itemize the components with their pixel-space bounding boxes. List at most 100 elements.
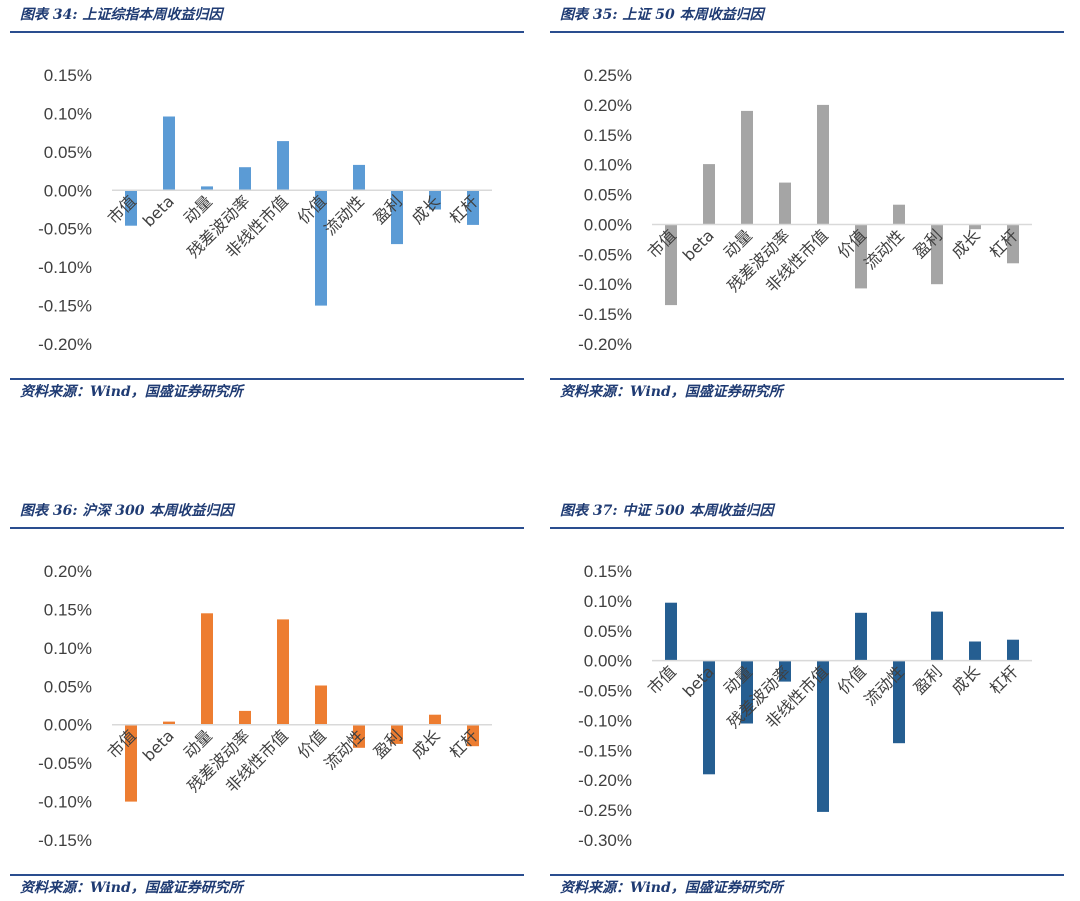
source-divider — [550, 874, 1064, 876]
title-divider — [550, 31, 1064, 33]
y-tick-label: -0.15% — [38, 831, 92, 850]
bar — [969, 224, 981, 230]
y-tick-label: 0.00% — [44, 181, 92, 200]
bar-chart: 0.15% 0.10% 0.05% 0.00% -0.05% -0.10% -0.15% -0… — [578, 562, 1032, 850]
y-tick-label: 0.15% — [584, 126, 632, 145]
chart-panel-34: 图表 34: 上证综指本周收益归因 0.15% 0.10% 0.05% 0.00% -0… — [0, 0, 524, 400]
title-divider — [10, 527, 524, 529]
x-category-label: 成长 — [948, 662, 984, 698]
bar — [931, 611, 943, 661]
title-divider — [550, 527, 1064, 529]
y-tick-label: 0.10% — [44, 104, 92, 123]
y-tick-label: -0.10% — [578, 275, 632, 294]
y-tick-label: -0.05% — [578, 245, 632, 264]
bar — [665, 602, 677, 661]
y-tick-label: -0.10% — [578, 711, 632, 730]
bar-chart: 0.15% 0.10% 0.05% 0.00% -0.05% -0.10% -0.15% -0… — [38, 66, 492, 354]
bar — [665, 224, 677, 306]
x-category-label: 市值 — [644, 662, 680, 698]
y-tick-label: 0.25% — [584, 66, 632, 85]
bar — [779, 182, 791, 225]
title-divider — [10, 31, 524, 33]
bar — [429, 190, 441, 210]
x-category-label: 成长 — [948, 226, 984, 262]
bar — [353, 724, 365, 748]
y-tick-label: -0.20% — [578, 335, 632, 354]
bar — [741, 660, 753, 724]
bar — [817, 660, 829, 812]
y-tick-label: 0.05% — [584, 186, 632, 205]
bar — [239, 167, 251, 191]
bar — [855, 612, 867, 661]
bar-chart: 0.25% 0.20% 0.15% 0.10% 0.05% 0.00% -0.05% -0.1… — [578, 66, 1032, 354]
y-tick-label: 0.00% — [584, 215, 632, 234]
y-tick-label: 0.20% — [44, 562, 92, 581]
bar — [277, 619, 289, 725]
y-tick-label: -0.30% — [578, 831, 632, 850]
source-note: 资料来源：Wind，国盛证券研究所 — [560, 384, 783, 400]
bar — [931, 224, 943, 285]
y-tick-label: 0.00% — [584, 652, 632, 671]
chart-title: 图表 35: 上证 50 本周收益归因 — [560, 7, 764, 23]
bar — [893, 660, 905, 744]
chart-title: 图表 34: 上证综指本周收益归因 — [20, 7, 223, 23]
bar — [703, 660, 715, 775]
y-tick-label: 0.10% — [584, 156, 632, 175]
bar — [201, 186, 213, 191]
y-tick-label: 0.15% — [44, 66, 92, 85]
bar — [893, 204, 905, 225]
x-category-label: 流动性 — [320, 192, 367, 239]
y-tick-label: -0.15% — [38, 297, 92, 316]
bar — [1007, 224, 1019, 264]
chart-panel-35: 图表 35: 上证 50 本周收益归因 0.25% 0.20% 0.15% 0.10%… — [540, 0, 1064, 400]
source-note: 资料来源：Wind，国盛证券研究所 — [20, 384, 243, 400]
x-category-label: beta — [139, 726, 178, 765]
y-tick-label: 0.05% — [44, 677, 92, 696]
y-tick-label: 0.10% — [584, 592, 632, 611]
y-tick-label: -0.05% — [38, 220, 92, 239]
y-tick-label: -0.20% — [38, 335, 92, 354]
bar — [429, 714, 441, 725]
chart-panel-36: 图表 36: 沪深 300 本周收益归因 0.20% 0.15% 0.10% 0.05… — [0, 496, 524, 901]
y-tick-label: 0.10% — [44, 639, 92, 658]
x-category-label: 流动性 — [320, 726, 367, 773]
source-divider — [10, 874, 524, 876]
bar — [1007, 639, 1019, 661]
y-tick-label: -0.10% — [38, 793, 92, 812]
source-note: 资料来源：Wind，国盛证券研究所 — [20, 880, 243, 896]
bar — [779, 660, 791, 682]
bar — [315, 685, 327, 725]
source-divider — [550, 378, 1064, 380]
y-tick-label: 0.00% — [44, 716, 92, 735]
y-tick-label: -0.15% — [578, 305, 632, 324]
chart-title: 图表 37: 中证 500 本周收益归因 — [560, 503, 774, 519]
bar — [467, 724, 479, 747]
bar — [741, 110, 753, 225]
bar — [201, 613, 213, 725]
chart-title: 图表 36: 沪深 300 本周收益归因 — [20, 503, 234, 519]
y-tick-label: -0.10% — [38, 258, 92, 277]
x-category-label: 杠杆 — [986, 662, 1022, 698]
bar — [703, 164, 715, 225]
x-category-label: 盈利 — [910, 662, 946, 698]
chart-panel-37: 图表 37: 中证 500 本周收益归因 0.15% 0.10% 0.05% 0.00… — [540, 496, 1064, 901]
y-tick-label: -0.05% — [578, 682, 632, 701]
bar — [163, 721, 175, 725]
y-tick-label: 0.20% — [584, 96, 632, 115]
x-category-label: 流动性 — [860, 226, 907, 273]
y-tick-label: 0.15% — [584, 562, 632, 581]
bar — [353, 164, 365, 191]
y-tick-label: -0.25% — [578, 801, 632, 820]
bar — [277, 141, 289, 191]
bar — [125, 190, 137, 226]
bar — [125, 724, 137, 802]
x-category-label: beta — [139, 192, 178, 231]
bar — [467, 190, 479, 225]
bar — [855, 224, 867, 289]
y-tick-label: -0.05% — [38, 754, 92, 773]
bar — [969, 641, 981, 661]
y-tick-label: 0.05% — [44, 143, 92, 162]
bar — [817, 104, 829, 225]
y-tick-label: -0.15% — [578, 741, 632, 760]
y-tick-label: 0.15% — [44, 600, 92, 619]
